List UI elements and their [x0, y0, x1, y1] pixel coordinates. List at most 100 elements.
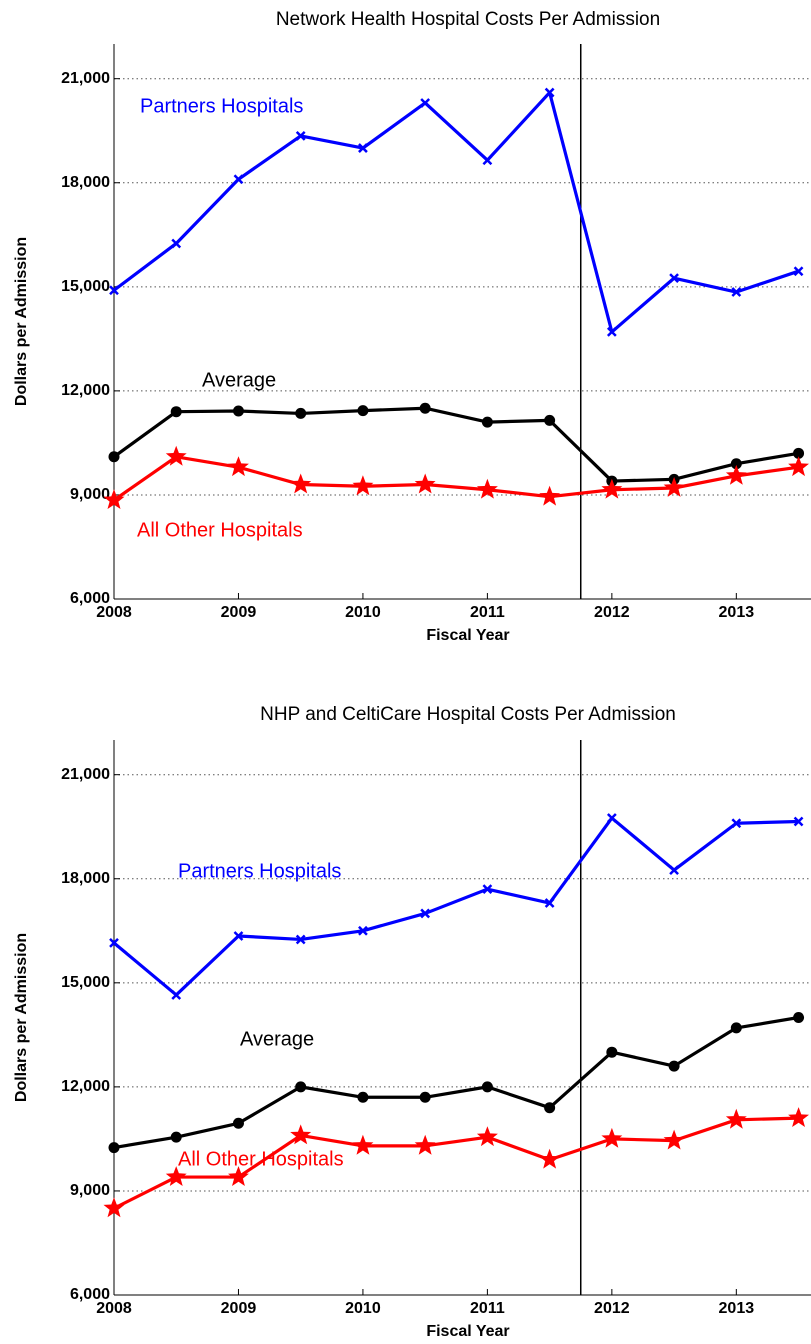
marker — [730, 1022, 742, 1034]
x-tick-label: 2013 — [719, 604, 755, 621]
marker — [171, 238, 182, 249]
marker — [539, 485, 561, 506]
series-line — [113, 406, 799, 483]
marker — [228, 456, 249, 477]
y-tick-label: 9,000 — [70, 486, 110, 503]
marker — [295, 131, 306, 141]
marker — [357, 405, 369, 417]
marker — [170, 406, 182, 418]
marker — [793, 447, 805, 459]
marker — [358, 143, 368, 153]
marker — [793, 266, 804, 277]
series-line — [113, 1116, 799, 1210]
marker — [352, 475, 374, 496]
marker — [669, 865, 679, 875]
marker — [420, 98, 431, 108]
marker — [357, 1091, 369, 1103]
marker — [228, 1166, 249, 1186]
marker — [601, 478, 623, 499]
marker — [290, 1124, 312, 1145]
marker — [601, 1127, 623, 1148]
marker — [788, 456, 809, 477]
x-tick-label: 2013 — [719, 1300, 755, 1317]
y-axis-label: Dollars per Admission — [13, 237, 30, 406]
series-label: All Other Hospitals — [178, 1148, 344, 1170]
x-tick-label: 2009 — [221, 1300, 257, 1317]
marker — [606, 813, 617, 823]
marker — [482, 155, 493, 166]
series-line — [112, 816, 799, 997]
series-line — [113, 455, 799, 502]
y-tick-label: 21,000 — [61, 70, 110, 87]
marker — [109, 938, 119, 948]
marker — [352, 1134, 374, 1155]
series-label: Partners Hospitals — [140, 95, 303, 117]
marker — [414, 473, 436, 494]
marker — [481, 416, 493, 428]
marker — [358, 925, 368, 936]
marker — [103, 489, 125, 509]
y-tick-label: 12,000 — [61, 1078, 110, 1095]
y-tick-label: 15,000 — [61, 278, 110, 295]
marker — [544, 898, 555, 908]
marker — [663, 477, 685, 497]
marker — [544, 1102, 556, 1114]
marker — [232, 405, 244, 417]
x-tick-label: 2008 — [96, 604, 132, 621]
marker — [725, 1108, 747, 1129]
x-tick-label: 2010 — [345, 604, 381, 621]
y-tick-label: 6,000 — [70, 1286, 110, 1303]
marker — [731, 818, 742, 829]
marker — [420, 908, 431, 919]
marker — [730, 458, 742, 470]
x-tick-label: 2011 — [470, 604, 505, 621]
marker — [103, 1197, 125, 1218]
marker — [793, 1012, 805, 1023]
marker — [793, 816, 804, 827]
y-tick-label: 6,000 — [70, 590, 110, 607]
x-tick-label: 2012 — [594, 604, 630, 621]
marker — [482, 884, 493, 895]
x-tick-label: 2011 — [470, 1300, 505, 1317]
series-label: Average — [202, 369, 276, 391]
series-label: All Other Hospitals — [137, 519, 303, 541]
x-tick-label: 2012 — [594, 1300, 630, 1317]
marker — [476, 478, 498, 499]
series-label: Average — [240, 1028, 314, 1050]
x-tick-label: 2008 — [96, 1300, 132, 1317]
y-tick-label: 18,000 — [61, 870, 110, 887]
marker — [232, 1117, 244, 1129]
marker — [165, 1166, 187, 1186]
x-axis-label: Fiscal Year — [426, 1323, 509, 1340]
y-tick-label: 21,000 — [61, 766, 110, 783]
marker — [233, 174, 244, 185]
marker — [788, 1107, 809, 1127]
marker — [170, 1131, 182, 1143]
marker — [668, 1060, 680, 1072]
marker — [663, 1129, 685, 1150]
y-tick-label: 12,000 — [61, 382, 110, 399]
marker — [419, 1091, 431, 1103]
marker — [725, 464, 747, 485]
marker — [109, 285, 119, 296]
marker — [731, 287, 742, 297]
marker — [481, 1081, 493, 1093]
marker — [544, 87, 555, 98]
marker — [606, 1046, 618, 1058]
marker — [295, 1081, 307, 1093]
y-tick-label: 9,000 — [70, 1182, 110, 1199]
chart-title: NHP and CeltiCare Hospital Costs Per Adm… — [260, 704, 676, 725]
y-tick-label: 15,000 — [61, 974, 110, 991]
marker — [419, 402, 431, 414]
series-label: Partners Hospitals — [178, 860, 341, 882]
marker — [108, 1142, 120, 1154]
marker — [233, 931, 244, 941]
marker — [414, 1134, 436, 1155]
marker — [606, 327, 617, 337]
marker — [539, 1148, 561, 1169]
marker — [544, 414, 556, 426]
chart-title: Network Health Hospital Costs Per Admiss… — [276, 9, 660, 30]
marker — [295, 934, 306, 945]
x-tick-label: 2009 — [221, 604, 257, 621]
